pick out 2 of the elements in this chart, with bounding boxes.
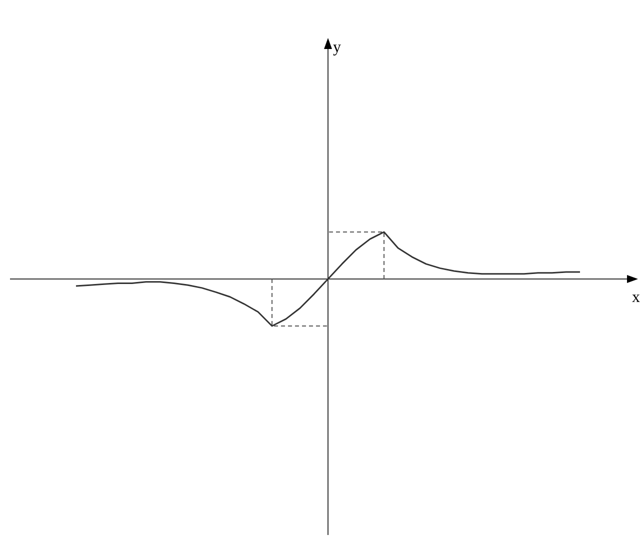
text: y xyxy=(333,39,341,56)
x-axis-title: x xyxy=(632,289,640,306)
